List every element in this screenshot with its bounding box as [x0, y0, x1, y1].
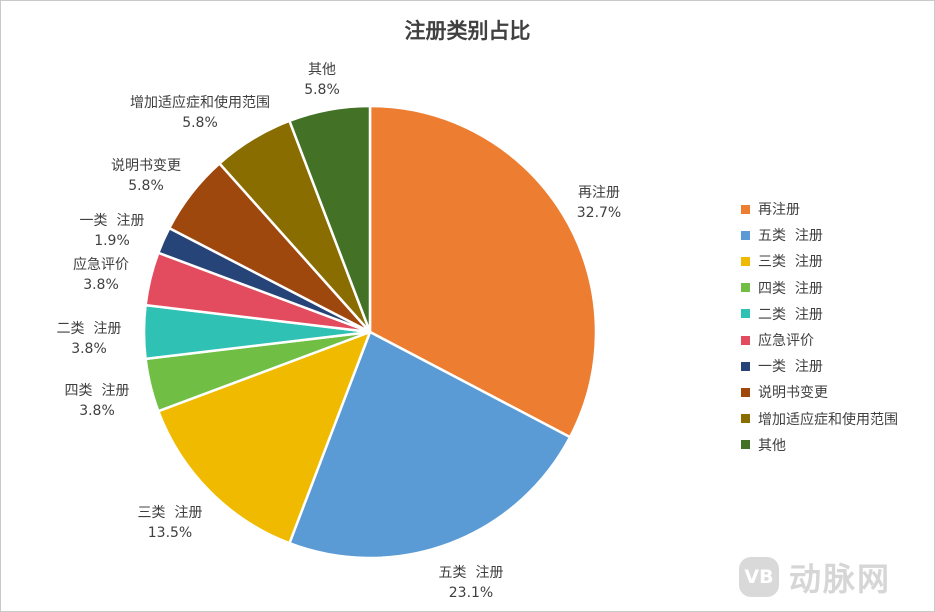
slice-label-category: 说明书变更 [111, 158, 181, 174]
slice-data-label: 一类 注册 1.9% [80, 213, 145, 249]
pie-slice [288, 330, 572, 560]
slice-data-label: 三类 注册 13.5% [138, 505, 203, 541]
slice-label-percent: 13.5% [148, 525, 192, 541]
legend-label: 再注册 [758, 202, 800, 219]
legend-item: 再注册 [741, 196, 898, 222]
legend-swatch [741, 283, 750, 293]
legend-swatch [741, 230, 750, 240]
slice-label-percent: 3.8% [79, 403, 115, 419]
pie-slice [157, 330, 372, 545]
pie-chart: 再注册 32.7%五类 注册 23.1%三类 注册 13.5%四类 注册 3.8%二类 … [57, 62, 622, 601]
legend-label: 二类 注册 [758, 306, 823, 323]
slice-data-label: 其他 5.8% [304, 62, 340, 98]
slice-data-label: 二类 注册 3.8% [57, 321, 122, 357]
slice-data-label: 四类 注册 3.8% [65, 383, 130, 419]
legend-swatch [741, 440, 750, 450]
legend-label: 五类 注册 [758, 228, 823, 245]
slice-label-percent: 3.8% [71, 341, 107, 357]
legend-item: 其他 [741, 432, 898, 458]
legend-swatch [741, 361, 750, 371]
legend-label: 四类 注册 [758, 280, 823, 297]
legend-item: 应急评价 [741, 327, 898, 353]
legend-item: 二类 注册 [741, 301, 898, 327]
legend-label: 说明书变更 [758, 385, 828, 402]
watermark-text: 动脉网 [789, 560, 892, 598]
slice-label-category: 五类 注册 [439, 565, 504, 581]
slice-label-category: 应急评价 [73, 256, 129, 273]
slice-label-percent: 32.7% [577, 205, 621, 221]
watermark-logo: VB [739, 557, 779, 597]
slice-label-category: 增加适应症和使用范围 [130, 94, 270, 111]
legend-swatch [741, 309, 750, 319]
chart-title: 注册类别占比 [404, 19, 531, 43]
legend-swatch [741, 414, 750, 424]
legend-item: 一类 注册 [741, 353, 898, 379]
slice-data-label: 说明书变更 5.8% [111, 158, 181, 194]
slice-label-percent: 3.8% [83, 277, 119, 293]
legend-label: 其他 [758, 437, 786, 454]
legend-swatch [741, 204, 750, 214]
legend-label: 增加适应症和使用范围 [758, 411, 898, 428]
legend-label: 三类 注册 [758, 254, 823, 271]
legend-swatch [741, 256, 750, 266]
legend-item: 四类 注册 [741, 275, 898, 301]
slice-label-category: 再注册 [578, 185, 620, 201]
slice-label-category: 一类 注册 [80, 213, 145, 229]
legend-swatch [741, 387, 750, 397]
legend-item: 说明书变更 [741, 379, 898, 405]
slice-label-percent: 5.8% [128, 178, 164, 194]
slice-data-label: 再注册 32.7% [577, 185, 621, 221]
slice-label-category: 二类 注册 [57, 321, 122, 337]
legend-swatch [741, 335, 750, 345]
legend-label: 应急评价 [758, 333, 814, 350]
slice-label-percent: 5.8% [182, 115, 218, 131]
slice-label-percent: 23.1% [449, 585, 493, 601]
watermark: VB 动脉网 [739, 554, 891, 600]
slice-label-percent: 1.9% [94, 233, 130, 249]
slice-data-label: 应急评价 3.8% [73, 256, 129, 293]
slice-label-percent: 5.8% [304, 82, 340, 98]
slice-label-category: 四类 注册 [65, 383, 130, 399]
slice-label-category: 三类 注册 [138, 505, 203, 521]
slice-data-label: 增加适应症和使用范围 5.8% [130, 94, 270, 131]
pie-slice [368, 104, 598, 439]
legend-item: 增加适应症和使用范围 [741, 406, 898, 432]
slice-data-label: 五类 注册 23.1% [439, 565, 504, 601]
pie-slice [288, 104, 372, 334]
legend-label: 一类 注册 [758, 359, 823, 376]
legend-item: 三类 注册 [741, 248, 898, 274]
legend-item: 五类 注册 [741, 222, 898, 248]
chart-legend: 再注册五类 注册三类 注册四类 注册二类 注册应急评价一类 注册说明书变更增加适… [741, 196, 898, 458]
slice-label-category: 其他 [308, 62, 336, 78]
